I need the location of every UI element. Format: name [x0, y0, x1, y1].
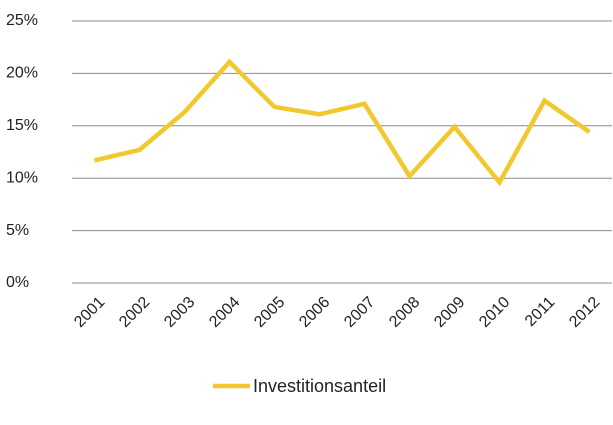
y-tick-label: 10% [6, 169, 38, 186]
x-tick-label: 2003 [161, 294, 198, 331]
x-tick-label: 2002 [116, 294, 153, 331]
x-tick-label: 2010 [476, 294, 513, 331]
x-tick-label: 2001 [71, 294, 108, 331]
line [93, 58, 591, 187]
x-tick-label: 2006 [296, 294, 333, 331]
x-tick-label: 2009 [431, 294, 468, 331]
y-tick-label: 0% [6, 274, 29, 291]
legend-label: Investitionsanteil [253, 376, 386, 396]
x-tick-label: 2007 [341, 294, 378, 331]
x-tick-label: 2012 [566, 294, 603, 331]
x-tick-label: 2008 [386, 294, 423, 331]
x-tick-label: 2011 [522, 294, 558, 330]
x-tick-label: 2005 [251, 294, 288, 331]
y-tick-label: 20% [6, 65, 38, 82]
y-tick-label: 5% [6, 222, 29, 239]
x-tick-label: 2004 [206, 294, 243, 331]
y-tick-label: 15% [6, 117, 38, 134]
y-tick-label: 25% [6, 12, 38, 29]
